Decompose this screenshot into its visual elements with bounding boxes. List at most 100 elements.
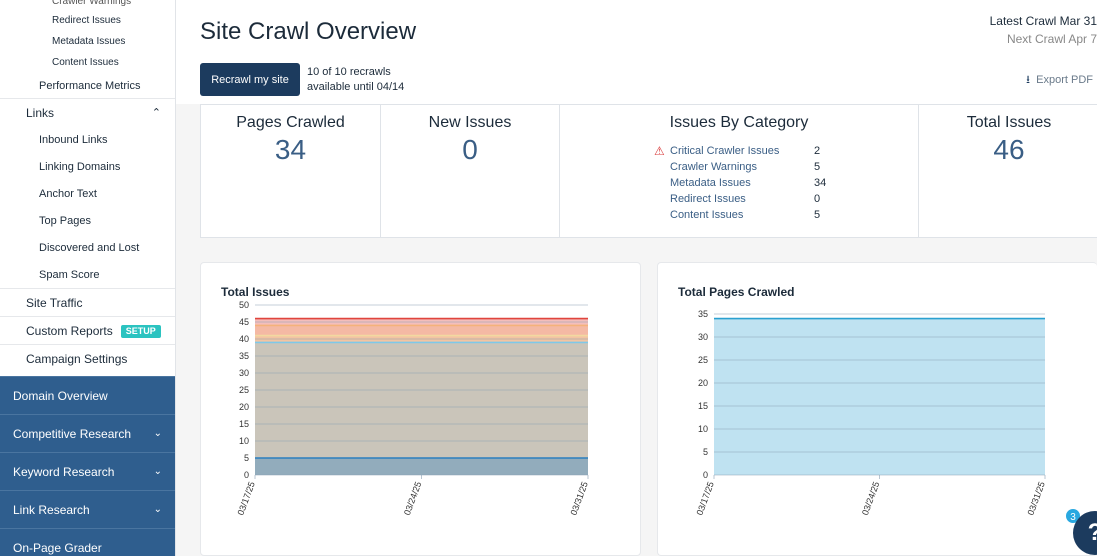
stat-label: Pages Crawled [236,114,345,131]
sidebar-item-anchor-text[interactable]: Anchor Text [39,188,97,200]
nav-domain-overview[interactable]: Domain Overview [0,376,175,414]
stat-value: 46 [993,134,1025,165]
x-tick-label: 03/31/25 [568,480,589,516]
sidebar-item-label: Links [26,106,55,120]
setup-badge: SETUP [120,325,161,339]
area-series-2 [255,335,588,475]
sidebar-item-discovered-and-lost[interactable]: Discovered and Lost [39,242,140,254]
chevron-up-icon[interactable]: ⌃ [151,107,161,119]
y-tick-label: 35 [698,309,708,319]
stats-panel: Pages Crawled 34 New Issues 0 Issues By … [200,104,1097,238]
page-header: Site Crawl Overview Recrawl my site 10 o… [176,0,1097,104]
y-tick-label: 15 [698,401,708,411]
x-tick-label: 03/24/25 [402,480,423,516]
y-tick-label: 0 [703,470,708,480]
chevron-down-icon: ⌄ [153,466,162,477]
x-tick-label: 03/17/25 [235,480,256,516]
x-tick-label: 03/24/25 [860,480,881,516]
sidebar: Crawler Warnings Redirect Issues Metadat… [0,0,176,556]
total-pages-crawled-chart-card: Total Pages Crawled 0 5 10 15 20 25 30 35 03/17/… [657,262,1097,556]
stat-label: New Issues [428,114,512,131]
recrawls-available: available until 04/14 [307,81,405,93]
sidebar-item-crawler-warnings[interactable]: Crawler Warnings [52,0,132,7]
category-row[interactable]: ⚠ Critical Crawler Issues 2 [654,143,834,159]
stat-pages-crawled: Pages Crawled 34 [201,105,380,237]
nav-keyword-research[interactable]: Keyword Research ⌄ [0,452,175,490]
category-row[interactable]: Content Issues 5 [654,207,834,223]
nav-label: Keyword Research [13,465,115,479]
category-value: 2 [814,145,821,157]
nav-link-research[interactable]: Link Research ⌄ [0,490,175,528]
area-series-3 [255,325,588,475]
category-value: 5 [814,209,821,221]
x-tick-label: 03/17/25 [694,480,715,516]
category-name: Critical Crawler Issues [670,145,780,157]
y-tick-label: 25 [698,355,708,365]
sidebar-item-campaign-settings[interactable]: Campaign Settings [26,352,128,366]
sidebar-item-label: Custom Reports [26,324,113,338]
recrawl-button[interactable]: Recrawl my site [200,63,300,96]
divider [380,105,381,237]
sidebar-item-site-traffic[interactable]: Site Traffic [0,289,175,317]
category-row[interactable]: Redirect Issues 0 [654,191,834,207]
y-tick-label: 20 [698,378,708,388]
stat-total-issues: Total Issues 46 [919,105,1097,237]
sidebar-item-spam-score[interactable]: Spam Score [0,262,175,289]
category-row[interactable]: Crawler Warnings 5 [654,159,834,175]
sidebar-item-top-pages[interactable]: Top Pages [39,215,91,227]
area-series-0 [714,318,1045,475]
category-list: ⚠ Critical Crawler Issues 2 Crawler Warn… [654,143,834,223]
nav-competitive-research[interactable]: Competitive Research ⌄ [0,414,175,452]
area-series-4 [255,318,588,475]
category-name: Content Issues [670,209,744,221]
stat-value: 0 [462,134,478,165]
sidebar-item-content-issues[interactable]: Content Issues [52,57,119,68]
y-tick-label: 10 [239,436,249,446]
y-tick-label: 45 [239,317,249,327]
sidebar-item-inbound-links[interactable]: Inbound Links [39,134,108,146]
stat-label: Total Issues [966,114,1052,131]
sidebar-item-linking-domains[interactable]: Linking Domains [39,161,121,173]
y-tick-label: 30 [698,332,708,342]
y-tick-label: 40 [239,334,249,344]
y-tick-label: 0 [244,470,249,480]
download-icon: ⭳ [1026,74,1031,86]
main-content: Site Crawl Overview Recrawl my site 10 o… [176,0,1097,556]
export-pdf-link[interactable]: ⭳ Export PDF [1026,71,1093,90]
y-tick-label: 10 [698,424,708,434]
latest-crawl: Latest Crawl Mar 31 [989,14,1097,28]
recrawls-count: 10 of 10 recrawls [307,66,391,78]
chart-title: Total Pages Crawled [678,285,795,299]
stat-value: 34 [274,134,307,165]
warning-icon: ⚠ [654,144,665,158]
area-series-0 [255,458,588,475]
total-issues-chart-card: Total Issues 0 5 10 15 20 25 30 35 40 45 50 03/17/2… [200,262,641,556]
page-title: Site Crawl Overview [200,18,417,45]
category-name: Metadata Issues [670,177,751,189]
category-name: Redirect Issues [670,193,746,205]
chevron-down-icon: ⌄ [153,428,162,439]
nav-label: Link Research [13,503,90,517]
chevron-down-icon: ⌄ [153,504,162,515]
divider [918,105,919,237]
sidebar-item-custom-reports[interactable]: Custom Reports SETUP [0,317,175,345]
sidebar-item-redirect-issues[interactable]: Redirect Issues [52,15,121,26]
y-tick-label: 5 [244,453,249,463]
y-tick-label: 25 [239,385,249,395]
stat-new-issues: New Issues 0 [381,105,559,237]
category-row[interactable]: Metadata Issues 34 [654,175,834,191]
nav-on-page-grader[interactable]: On-Page Grader [0,528,175,556]
chart-title: Total Issues [221,285,290,299]
y-tick-label: 30 [239,368,249,378]
sidebar-item-links[interactable]: Links ⌃ [0,99,175,127]
y-tick-label: 5 [703,447,708,457]
sidebar-item-performance-metrics[interactable]: Performance Metrics [0,73,175,99]
nav-label: On-Page Grader [13,541,102,555]
nav-label: Domain Overview [13,389,108,403]
y-tick-label: 50 [239,300,249,310]
sidebar-item-metadata-issues[interactable]: Metadata Issues [52,36,126,47]
next-crawl: Next Crawl Apr 7 [1006,32,1097,46]
total-pages-crawled-chart: 0 5 10 15 20 25 30 35 03/17/25 03/24/25 03/31/25 [694,309,1046,517]
category-value: 5 [814,161,821,173]
stat-label: Issues By Category [669,114,809,131]
